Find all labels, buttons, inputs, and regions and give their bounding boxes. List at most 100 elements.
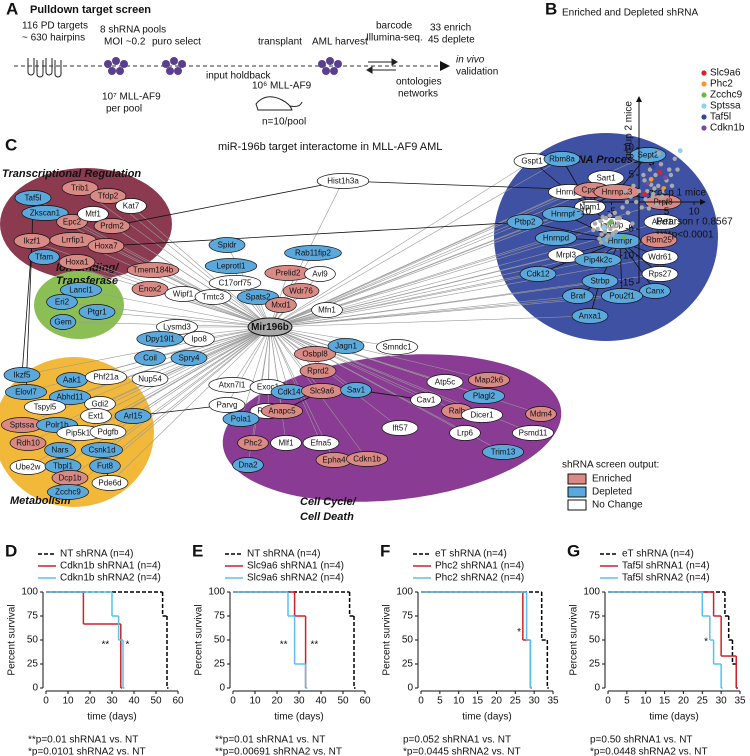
node-shape	[643, 214, 681, 230]
edge	[72, 239, 271, 328]
y-tick-label: -5	[625, 224, 634, 235]
y-axis-title: group 2 mice	[624, 101, 635, 159]
node-shape	[519, 266, 557, 282]
point	[612, 224, 617, 229]
node-label: Pola1	[231, 415, 252, 424]
y-tick-label: 75	[214, 611, 226, 622]
legend-swatch	[701, 70, 707, 76]
node-shape	[299, 363, 337, 379]
node-shape	[44, 442, 76, 458]
node: Pip4k2c	[574, 252, 622, 268]
panel-a: A Pulldown target screen 116 PD targets …	[6, 0, 498, 128]
node-shape	[204, 258, 258, 274]
edge	[269, 326, 427, 401]
node: Ift57	[381, 420, 419, 436]
node: Mlf1	[270, 435, 302, 451]
point	[602, 229, 608, 234]
node-shape	[60, 282, 102, 298]
y-tick-label: -10	[620, 251, 635, 262]
node: Enox2	[131, 281, 169, 297]
node-shape	[525, 406, 557, 422]
edge	[21, 240, 33, 376]
node-label: Trim13	[491, 448, 516, 457]
y-tick-label: 25	[589, 659, 601, 670]
node-shape	[170, 350, 208, 366]
x-tick-label: 10	[688, 207, 700, 218]
point	[621, 234, 626, 240]
x-tick-label: 5	[664, 207, 670, 218]
node-label: Wdr61	[648, 253, 672, 262]
annotation: ****p<0.0001	[656, 230, 714, 241]
x-tick-label: 60	[172, 696, 184, 707]
edge	[240, 326, 271, 420]
point	[651, 191, 656, 197]
node-label: Cdk14	[277, 388, 301, 397]
step-text: 45 deplete	[428, 35, 475, 46]
point	[598, 240, 604, 245]
node-shape	[131, 371, 169, 387]
point	[668, 172, 674, 178]
edge	[269, 280, 601, 328]
node-label: Nars	[52, 446, 69, 455]
footnote: p=0.50 shRNA1 vs. NT	[590, 735, 693, 746]
footnote: **p=0.00691 shRNA2 vs. NT	[215, 747, 342, 756]
node-label: Mlf1	[278, 439, 294, 448]
node-label: Lancl1	[69, 286, 93, 295]
step-text: puro select	[152, 37, 201, 48]
edge	[231, 326, 271, 386]
panel-label: B	[545, 0, 557, 18]
x-tick-label: 10	[249, 696, 261, 707]
y-tick-label: 75	[402, 611, 414, 622]
x-tick-label: 20	[678, 696, 690, 707]
annotation: **	[102, 639, 110, 650]
edge	[25, 240, 33, 393]
node-label: Cdk12	[526, 270, 550, 279]
y-tick-label: 50	[214, 635, 226, 646]
point	[625, 210, 631, 215]
x-tick-label: 60	[359, 696, 371, 707]
node-shape	[282, 283, 320, 299]
node-label: Ralb	[449, 407, 466, 416]
node-label: Hoxa7	[94, 242, 118, 251]
node: Canx	[639, 283, 671, 299]
node-shape	[89, 424, 127, 440]
edge	[269, 273, 539, 328]
y-tick-label: 0	[32, 683, 38, 694]
step-text: 10⁶ MLL-AF9	[252, 81, 312, 92]
node-label: Phf21a	[93, 373, 119, 382]
node: Hnrnpa3	[593, 184, 641, 200]
legend-label: Zcchc9	[710, 90, 743, 101]
legend-swatch	[567, 499, 587, 511]
node-label: Jagn1	[335, 342, 357, 351]
node-label: Zcchc9	[55, 488, 81, 497]
x-tick-label: 10	[62, 696, 74, 707]
node-label: Rps27	[648, 270, 672, 279]
node-shape	[346, 451, 388, 467]
x-tick-label: 20	[84, 696, 96, 707]
step-text: Illumina-seq.	[366, 33, 423, 44]
node-label: Pip5k1c	[66, 429, 94, 438]
cluster-title: Cell Cycle/	[300, 496, 358, 508]
node-shape	[115, 198, 147, 214]
legend-label: Cdkn1b shRNA1 (n=4)	[60, 561, 161, 572]
node-label: Ptgr1	[87, 308, 107, 317]
panel-label: C	[5, 135, 17, 154]
node-label: Plagl2	[473, 392, 496, 401]
y-tick-label: 100	[208, 587, 225, 598]
annotation: *	[704, 637, 708, 648]
point	[653, 172, 658, 178]
x-tick-label: 35	[547, 696, 559, 707]
legend-label: Taf5l shRNA2 (n=4)	[622, 573, 710, 584]
node-label: Hnrnpf	[551, 210, 576, 219]
footnote: p=0.052 shRNA1 vs. NT	[403, 735, 511, 746]
node: Rps27	[641, 266, 679, 282]
node: Pde6d	[91, 475, 129, 491]
seq-icon	[366, 58, 398, 74]
node: Mfn1	[311, 302, 343, 318]
node-label: Mrpl3	[556, 251, 577, 260]
node-shape	[562, 288, 594, 304]
panel-label: D	[5, 541, 17, 560]
node-label: Cpsf7	[582, 186, 603, 195]
node-label: Elovl7	[15, 388, 37, 397]
